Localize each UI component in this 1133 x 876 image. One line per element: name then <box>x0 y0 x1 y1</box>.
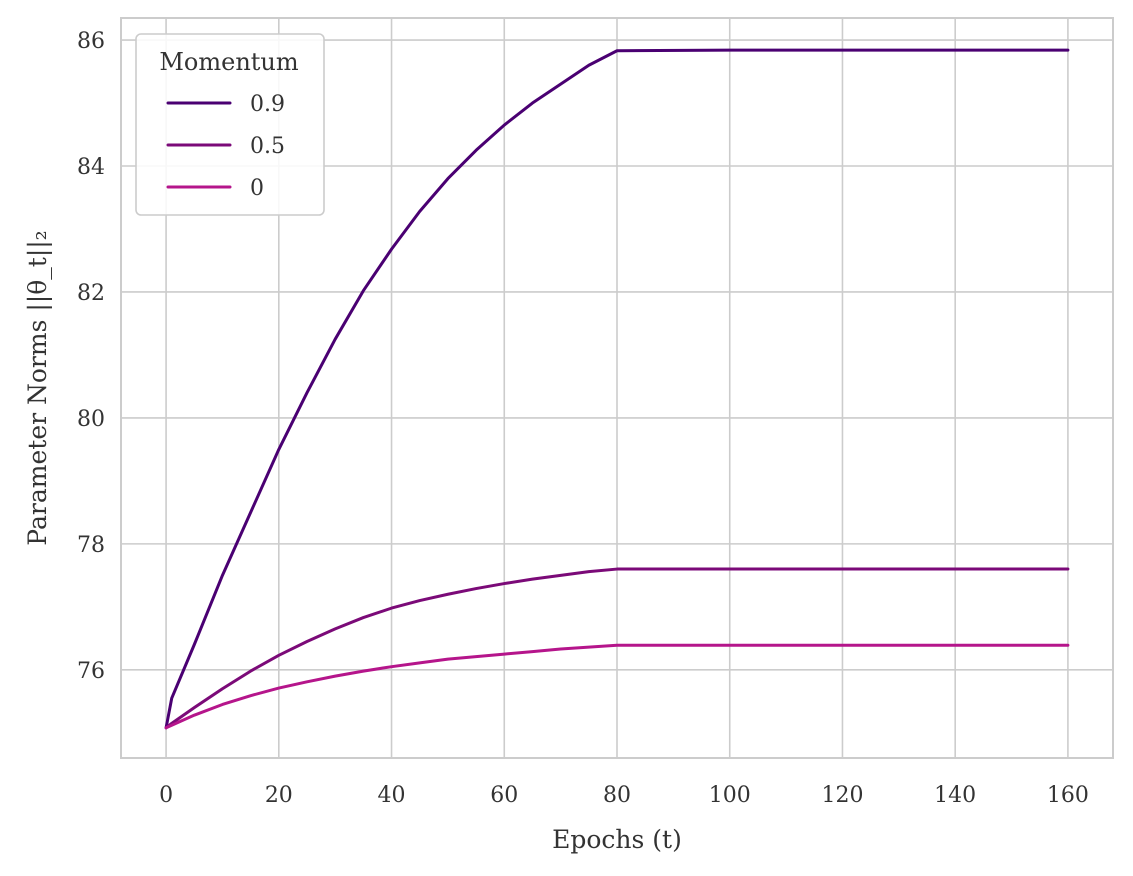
x-tick-label: 80 <box>603 783 631 808</box>
series-line-0.5 <box>164 567 1070 730</box>
tick-labels: 0 20 40 60 80 100 120 140 160 76 78 80 82 84 86 <box>77 29 1089 808</box>
x-tick-label: 160 <box>1047 783 1089 808</box>
x-tick-label: 20 <box>265 783 293 808</box>
y-axis-label: Parameter Norms ||θ_t||₂ <box>23 230 53 545</box>
x-tick-label: 60 <box>490 783 518 808</box>
legend: Momentum 0.9 0.5 0 <box>135 33 325 216</box>
series-lines <box>164 48 1070 730</box>
x-tick-label: 100 <box>709 783 751 808</box>
y-tick-label: 80 <box>77 407 105 432</box>
x-tick-label: 120 <box>821 783 863 808</box>
grid <box>121 18 1113 758</box>
y-tick-label: 78 <box>77 533 105 558</box>
x-tick-label: 40 <box>378 783 406 808</box>
legend-box <box>135 33 325 216</box>
legend-label-0.5: 0.5 <box>250 134 285 159</box>
legend-label-0.9: 0.9 <box>250 92 285 117</box>
y-tick-label: 82 <box>77 281 105 306</box>
series-line-0 <box>164 643 1070 730</box>
plot-frame <box>120 17 1114 759</box>
y-tick-label: 86 <box>77 29 105 54</box>
x-tick-label: 0 <box>159 783 173 808</box>
legend-items: 0.9 0.5 0 <box>166 92 285 201</box>
x-axis-label: Epochs (t) <box>552 825 682 854</box>
y-tick-label: 84 <box>77 155 105 180</box>
series-line-0.9 <box>164 48 1070 730</box>
y-tick-label: 76 <box>77 659 105 684</box>
legend-label-0: 0 <box>250 176 264 201</box>
x-tick-label: 140 <box>934 783 976 808</box>
legend-title: Momentum <box>159 48 299 76</box>
